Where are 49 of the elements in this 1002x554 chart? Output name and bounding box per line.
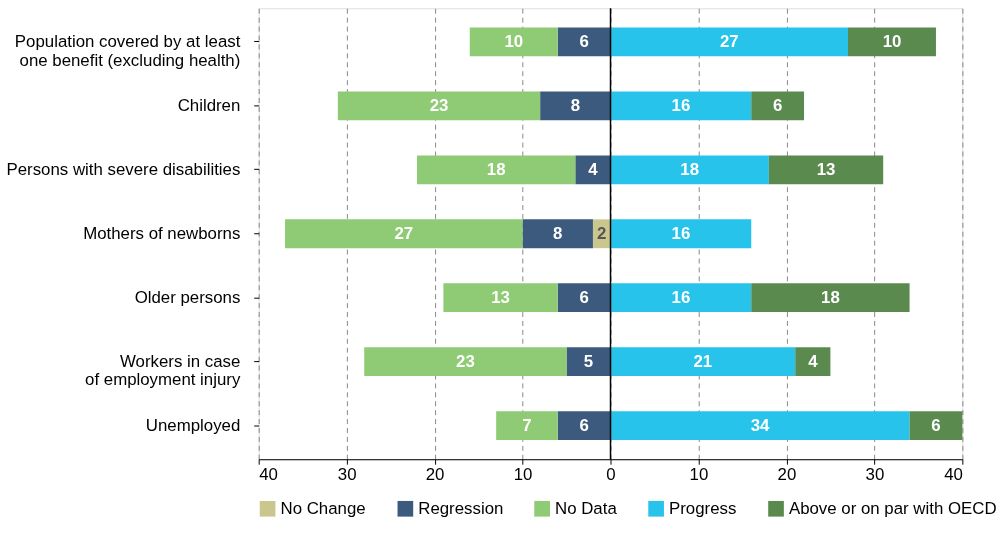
x-tick-label: 40 [944, 464, 963, 484]
x-tick-label: 0 [606, 464, 616, 484]
data-label: 23 [456, 351, 475, 371]
y-tick-label: Workers in case of employment injury [85, 351, 241, 390]
data-label: 6 [772, 95, 783, 115]
data-label: 18 [486, 159, 506, 179]
data-label: 8 [570, 95, 581, 115]
data-label: 6 [579, 415, 589, 435]
x-tick-label: 10 [689, 464, 709, 484]
x-tick-label: 20 [777, 464, 797, 484]
legend-label: No Data [555, 498, 618, 518]
data-label: 27 [719, 31, 739, 51]
data-label: 13 [816, 159, 836, 179]
y-tick-label: Population covered by at least one benefit (excluding health) [14, 31, 241, 70]
data-label: 27 [394, 223, 414, 243]
x-tick-label: 20 [425, 464, 445, 484]
data-label: 10 [882, 31, 902, 51]
data-label: 4 [588, 159, 599, 179]
data-label: 6 [579, 31, 589, 51]
legend-label: Progress [668, 498, 737, 518]
data-label: 18 [821, 287, 840, 307]
x-tick-label: 40 [259, 464, 278, 484]
data-label: 16 [671, 223, 691, 243]
data-label: 4 [808, 351, 819, 371]
y-tick-label: Mothers of newborns [83, 223, 241, 243]
data-label: 16 [671, 95, 691, 115]
data-label: 10 [504, 31, 524, 51]
data-label: 6 [579, 287, 589, 307]
x-tick-label: 30 [865, 464, 885, 484]
legend-label: No Change [280, 498, 366, 518]
data-label: 5 [583, 351, 594, 371]
data-label: 18 [680, 159, 700, 179]
data-label: 8 [553, 223, 563, 243]
y-tick-label: Older persons [134, 287, 241, 307]
x-tick-label: 10 [513, 464, 533, 484]
legend-label: Regression [418, 498, 504, 518]
y-tick-label: Persons with severe disabilities [6, 159, 241, 179]
data-label: 21 [693, 351, 713, 371]
y-tick-label: Children [177, 95, 241, 115]
x-tick-label: 30 [337, 464, 357, 484]
data-label: 7 [522, 415, 532, 435]
legend-label: Above or on par with OECD [788, 498, 997, 518]
data-label: 16 [671, 287, 691, 307]
y-tick-label: Unemployed [145, 415, 241, 435]
data-label: 13 [491, 287, 510, 307]
data-label: 23 [429, 95, 449, 115]
data-label: 34 [750, 415, 771, 435]
data-label: 2 [597, 223, 607, 243]
data-label: 6 [931, 415, 941, 435]
